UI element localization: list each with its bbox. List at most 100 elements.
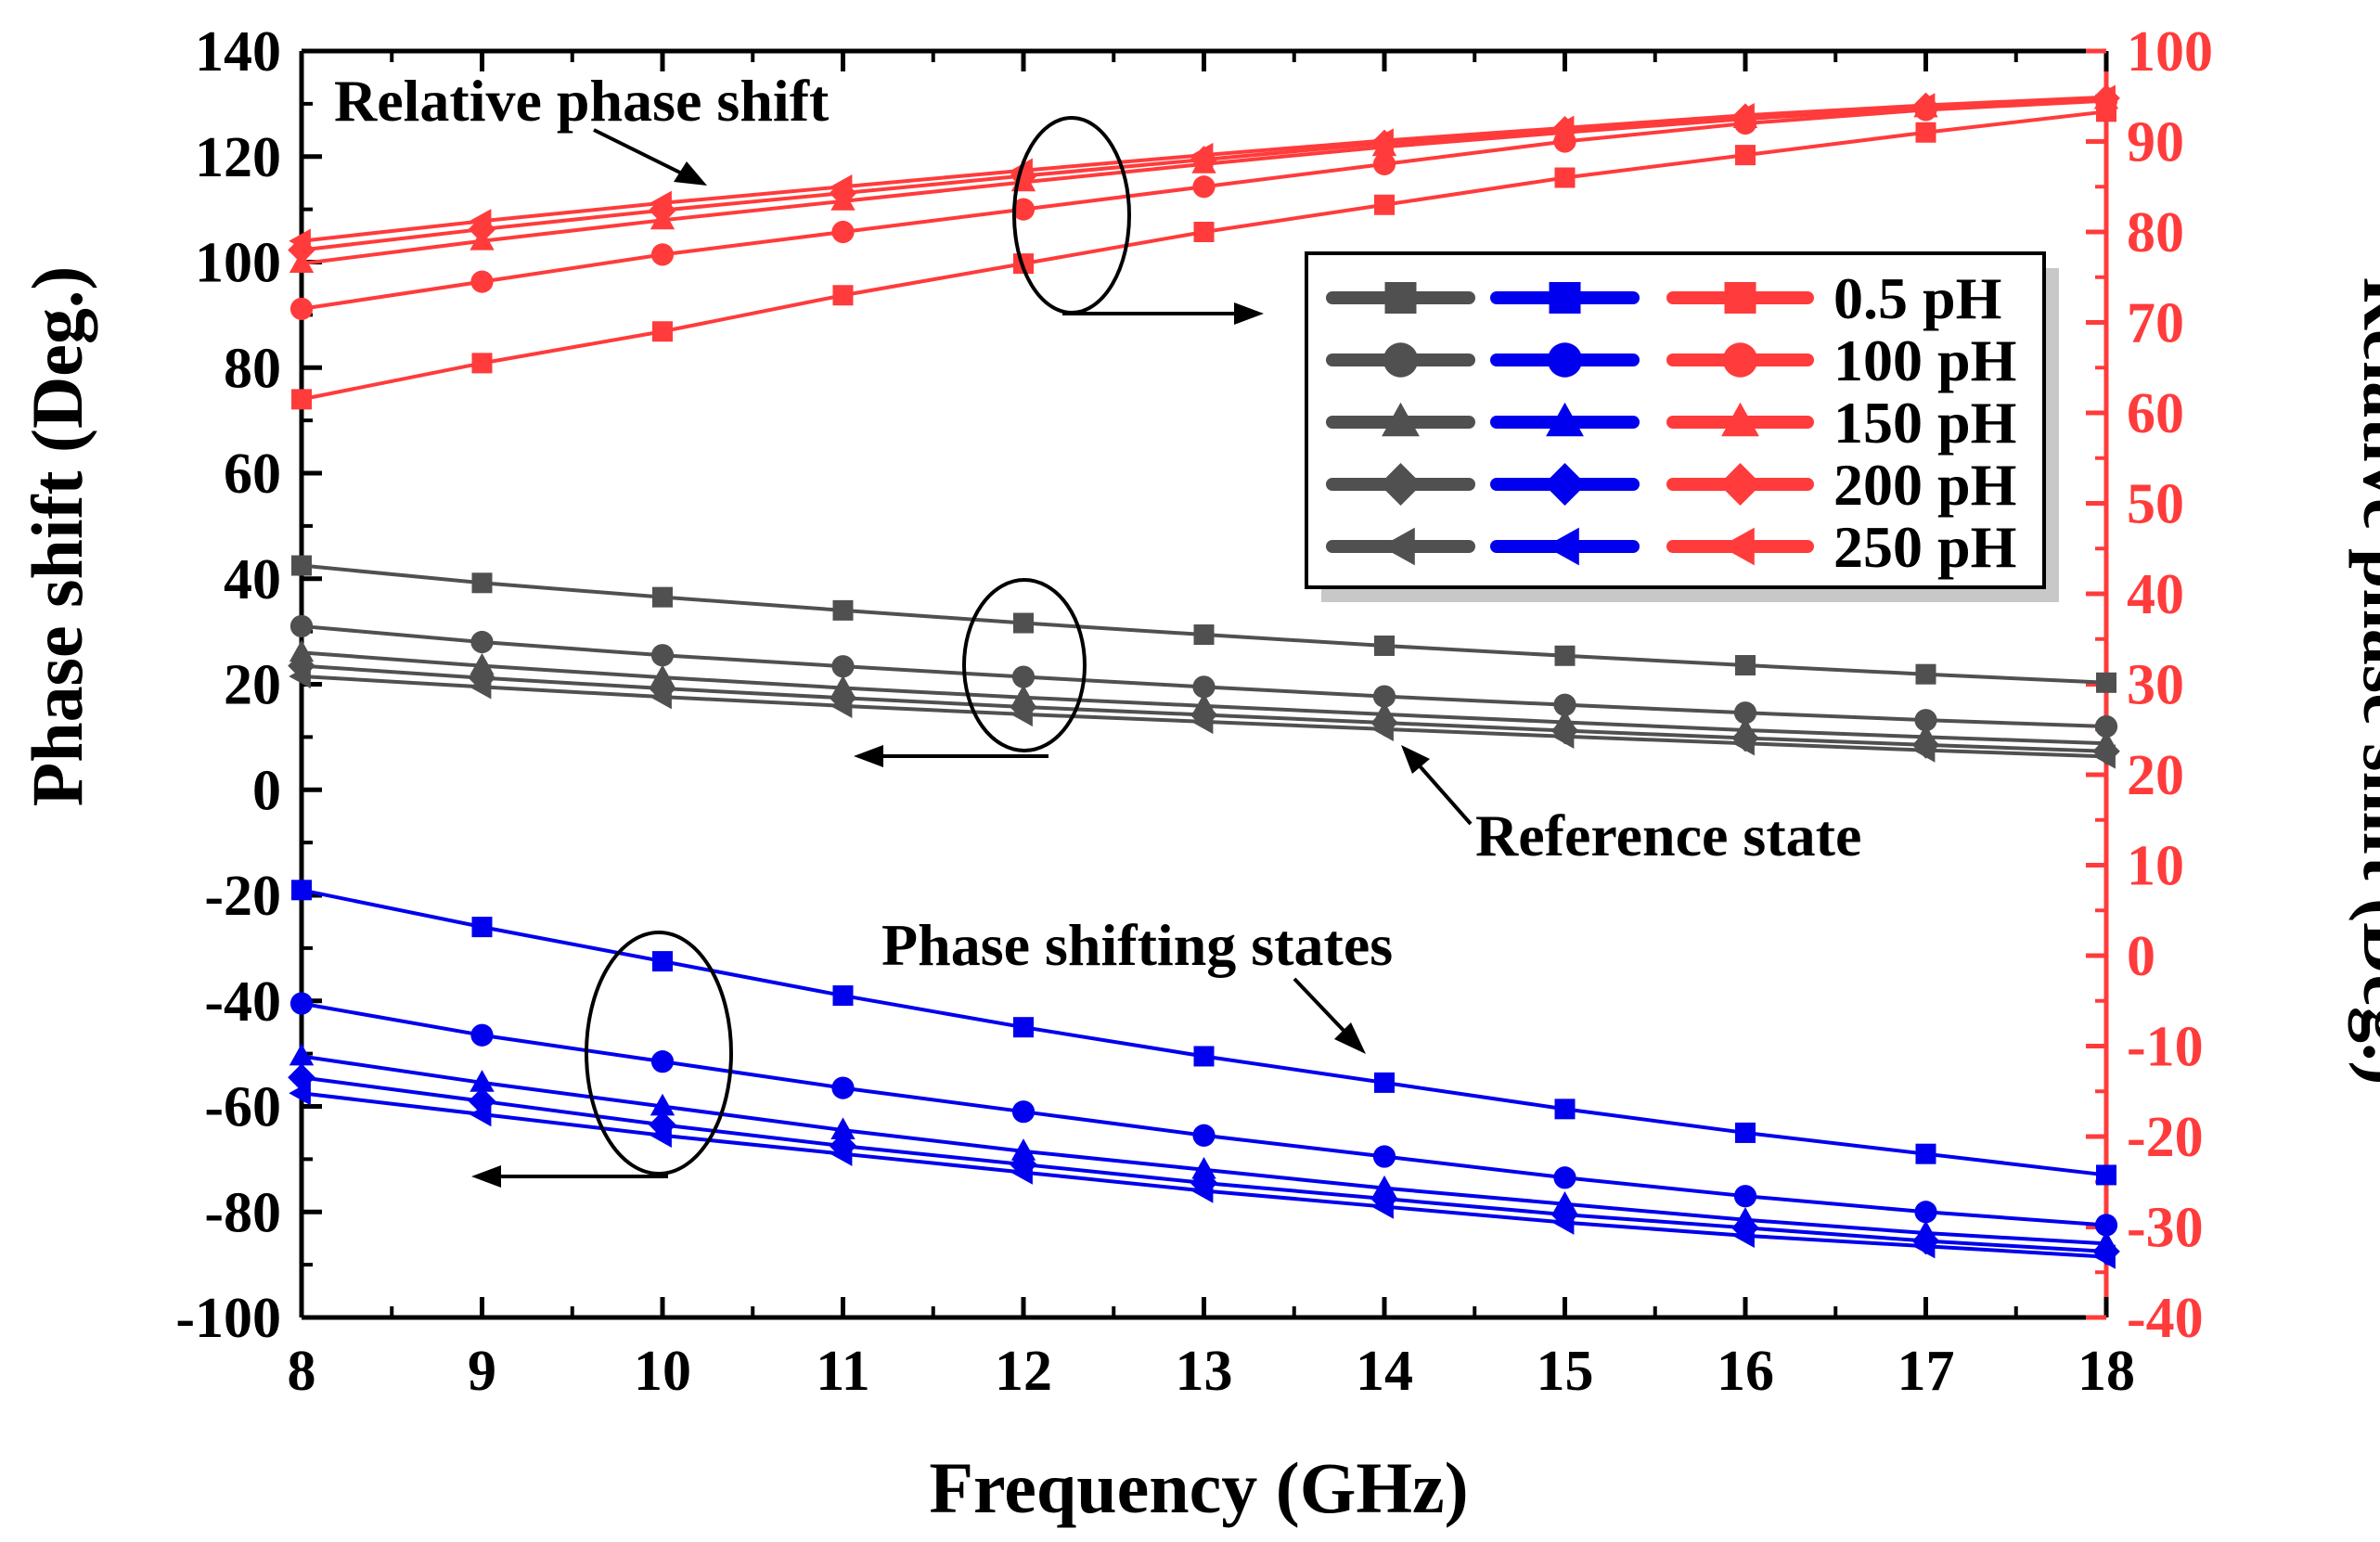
data-point (832, 985, 854, 1007)
data-point (1013, 1017, 1034, 1038)
data-point (289, 992, 314, 1015)
data-point (1554, 167, 1576, 188)
legend-marker (1382, 402, 1420, 437)
y-right-tick-label: -40 (2127, 1287, 2204, 1350)
annotation-arrowhead-relative (674, 161, 707, 186)
data-point (832, 285, 854, 306)
data-point (291, 880, 312, 901)
data-point (1553, 1166, 1576, 1189)
data-point (1735, 655, 1756, 676)
annotation-arrowhead-reference (1401, 745, 1430, 774)
series-relative-250-ph (289, 84, 2116, 253)
legend-marker (1545, 527, 1579, 566)
annotation-phase-shifting-states: Phase shifting states (881, 912, 1393, 978)
y-left-tick-label: -40 (204, 970, 281, 1034)
data-point (1010, 1150, 1037, 1178)
legend-marker (1543, 463, 1587, 506)
data-point (2094, 1214, 2118, 1237)
data-point (831, 220, 855, 244)
data-point (289, 639, 315, 662)
data-point (1915, 663, 1936, 685)
data-point (471, 572, 493, 594)
series-shifting-0-5-ph (291, 880, 2116, 1186)
data-point (1371, 128, 1394, 153)
series-reference-150-ph (289, 639, 2119, 753)
legend-marker (1722, 342, 1758, 378)
data-point (650, 1123, 672, 1148)
annotation-arrow-relative (593, 128, 692, 180)
data-point (832, 599, 854, 621)
y-right-tick-label: 90 (2127, 111, 2184, 174)
annotation-reference-state: Reference state (1475, 803, 1861, 868)
y-left-tick-label: 20 (224, 654, 281, 717)
data-point (289, 228, 311, 253)
y-right-tick-label: 0 (2127, 925, 2155, 988)
x-tick-label: 12 (995, 1340, 1052, 1403)
series-reference-100-ph (289, 614, 2118, 739)
data-point (1190, 1169, 1218, 1197)
data-point (1374, 635, 1395, 656)
x-tick-label: 10 (634, 1340, 691, 1403)
data-point (650, 1050, 675, 1073)
y-right-tick-label: 10 (2127, 835, 2184, 898)
data-point (1912, 1234, 1936, 1259)
annotation-layer: Relative phase shift Reference state Pha… (334, 68, 1861, 1188)
data-point (830, 174, 853, 199)
data-point (291, 555, 312, 576)
data-point (1914, 1201, 1937, 1224)
data-point (1371, 1194, 1394, 1219)
x-tick-label: 11 (816, 1340, 870, 1403)
ellipse-shifting-group (585, 931, 733, 1176)
data-point (470, 630, 494, 654)
legend-label: 200 pH (1833, 452, 2016, 518)
data-point (1190, 709, 1214, 735)
y-axis-title-right: Relative phase shift (Deg.) (2348, 277, 2380, 1086)
data-point (1193, 222, 1215, 242)
y-right-tick-label: 70 (2127, 292, 2184, 355)
data-point (288, 1063, 315, 1092)
data-point (1190, 142, 1214, 168)
annotation-relative-phase-shift: Relative phase shift (334, 68, 830, 134)
y-left-tick-label: 100 (195, 232, 281, 295)
x-tick-label: 9 (468, 1340, 496, 1403)
data-point (1551, 1210, 1575, 1235)
data-point (2096, 672, 2116, 693)
data-point (1010, 1138, 1036, 1161)
data-point (289, 297, 314, 320)
data-point (1732, 103, 1755, 128)
data-point (652, 586, 673, 608)
y-left-tick-label: -80 (204, 1181, 281, 1244)
data-point (1914, 709, 1937, 732)
data-point (470, 1023, 494, 1047)
data-point (649, 675, 676, 702)
x-tick-label: 8 (288, 1340, 316, 1403)
data-point (1010, 693, 1037, 721)
y-right-tick-label: -10 (2127, 1016, 2204, 1079)
legend-marker (1718, 463, 1762, 506)
series-line (301, 1054, 2107, 1246)
data-point (652, 321, 673, 342)
y-left-tick-label: 80 (224, 337, 281, 400)
y-right-tick-label: 100 (2127, 20, 2213, 84)
data-point (289, 1043, 315, 1066)
data-point (1192, 175, 1216, 199)
arrowhead-to-left-axis-shifting (471, 1165, 501, 1188)
data-point (1372, 1145, 1396, 1168)
x-tick-label: 17 (1898, 1340, 1955, 1403)
y-right-tick-label: 50 (2127, 473, 2184, 536)
data-point (470, 1070, 495, 1092)
annotation-arrow-shifting (1293, 977, 1352, 1039)
data-point (470, 270, 494, 293)
x-tick-label: 15 (1537, 1340, 1594, 1403)
data-point (831, 655, 855, 678)
data-point (1372, 685, 1396, 708)
data-point (289, 663, 311, 689)
data-point (469, 1101, 492, 1127)
data-point (829, 684, 857, 713)
series-layer (288, 84, 2120, 1269)
data-point (1553, 693, 1576, 716)
data-point (1192, 675, 1216, 699)
y-left-tick-label: -20 (204, 865, 281, 928)
